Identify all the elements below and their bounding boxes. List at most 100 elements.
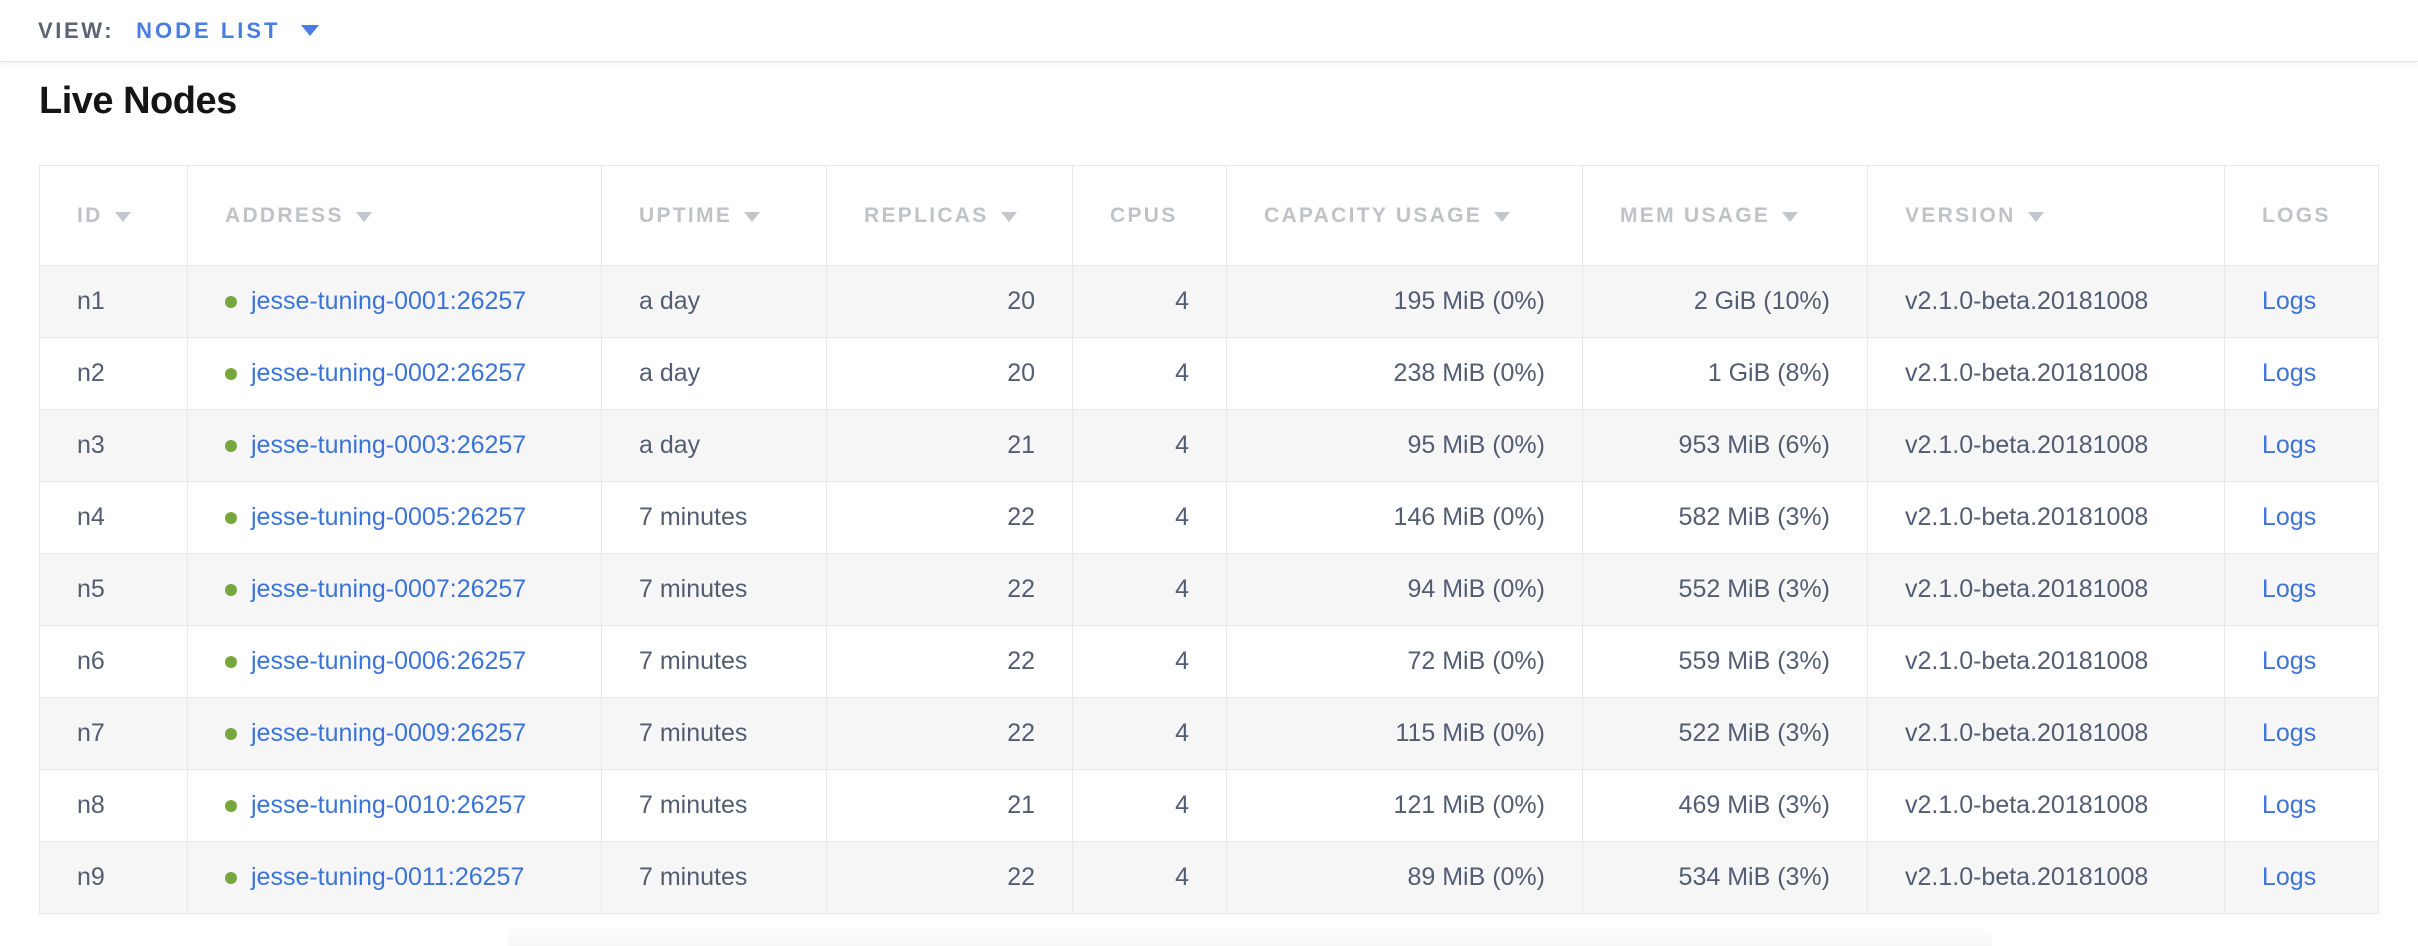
cell-version: v2.1.0-beta.20181008 <box>1867 553 2225 626</box>
cell-version: v2.1.0-beta.20181008 <box>1867 481 2225 554</box>
cell-cpus: 4 <box>1072 697 1227 770</box>
view-selected-value: NODE LIST <box>136 17 281 43</box>
cell-capacity-usage: 146 MiB (0%) <box>1226 481 1583 554</box>
cell-address: jesse-tuning-0002:26257 <box>187 337 602 410</box>
chevron-down-icon <box>300 25 319 36</box>
column-header-capacity[interactable]: CAPACITY USAGE <box>1226 165 1583 266</box>
node-address-link[interactable]: jesse-tuning-0009:26257 <box>251 719 527 747</box>
cell-version: v2.1.0-beta.20181008 <box>1867 769 2225 842</box>
cell-mem-usage: 552 MiB (3%) <box>1582 553 1868 626</box>
table-row: n4 jesse-tuning-0005:26257 7 minutes 22 … <box>39 481 2379 554</box>
table-row: n9 jesse-tuning-0011:26257 7 minutes 22 … <box>39 841 2379 914</box>
node-address-link[interactable]: jesse-tuning-0011:26257 <box>251 863 525 891</box>
cell-address: jesse-tuning-0005:26257 <box>187 481 602 554</box>
logs-link[interactable]: Logs <box>2262 503 2317 531</box>
node-address-link[interactable]: jesse-tuning-0002:26257 <box>251 359 527 387</box>
logs-link[interactable]: Logs <box>2262 287 2317 315</box>
cell-address: jesse-tuning-0011:26257 <box>187 841 602 914</box>
node-live-status-icon <box>225 728 237 740</box>
cell-version: v2.1.0-beta.20181008 <box>1867 409 2225 482</box>
cell-mem-usage: 582 MiB (3%) <box>1582 481 1868 554</box>
node-address-link[interactable]: jesse-tuning-0005:26257 <box>251 503 527 531</box>
column-header-replicas[interactable]: REPLICAS <box>826 165 1073 266</box>
logs-link[interactable]: Logs <box>2262 575 2317 603</box>
sort-arrow-icon <box>1494 211 1511 222</box>
node-address-link[interactable]: jesse-tuning-0003:26257 <box>251 431 527 459</box>
cell-node-id: n6 <box>39 625 188 698</box>
cell-mem-usage: 534 MiB (3%) <box>1582 841 1868 914</box>
cell-version: v2.1.0-beta.20181008 <box>1867 841 2225 914</box>
column-header-version[interactable]: VERSION <box>1867 165 2225 266</box>
sort-arrow-icon <box>2027 211 2044 222</box>
column-header-id[interactable]: ID <box>39 165 188 266</box>
node-address-link[interactable]: jesse-tuning-0007:26257 <box>251 575 527 603</box>
cell-cpus: 4 <box>1072 265 1227 338</box>
node-address-link[interactable]: jesse-tuning-0006:26257 <box>251 647 527 675</box>
cell-logs: Logs <box>2224 409 2379 482</box>
logs-link[interactable]: Logs <box>2262 431 2317 459</box>
cell-capacity-usage: 95 MiB (0%) <box>1226 409 1583 482</box>
cell-cpus: 4 <box>1072 841 1227 914</box>
cell-mem-usage: 1 GiB (8%) <box>1582 337 1868 410</box>
cell-mem-usage: 953 MiB (6%) <box>1582 409 1868 482</box>
cell-replicas: 22 <box>826 625 1073 698</box>
cell-cpus: 4 <box>1072 625 1227 698</box>
cell-logs: Logs <box>2224 265 2379 338</box>
cell-node-id: n4 <box>39 481 188 554</box>
sort-arrow-icon <box>1782 211 1799 222</box>
cell-logs: Logs <box>2224 553 2379 626</box>
cell-cpus: 4 <box>1072 481 1227 554</box>
column-header-address[interactable]: ADDRESS <box>187 165 602 266</box>
node-live-status-icon <box>225 872 237 884</box>
table-row: n3 jesse-tuning-0003:26257 a day 21 4 95… <box>39 409 2379 482</box>
logs-link[interactable]: Logs <box>2262 719 2317 747</box>
table-row: n7 jesse-tuning-0009:26257 7 minutes 22 … <box>39 697 2379 770</box>
cell-logs: Logs <box>2224 841 2379 914</box>
cell-capacity-usage: 72 MiB (0%) <box>1226 625 1583 698</box>
column-header-mem[interactable]: MEM USAGE <box>1582 165 1868 266</box>
cell-replicas: 20 <box>826 265 1073 338</box>
logs-link[interactable]: Logs <box>2262 359 2317 387</box>
sort-arrow-icon <box>355 211 372 222</box>
logs-link[interactable]: Logs <box>2262 647 2317 675</box>
cell-address: jesse-tuning-0007:26257 <box>187 553 602 626</box>
cell-mem-usage: 522 MiB (3%) <box>1582 697 1868 770</box>
cell-uptime: 7 minutes <box>601 697 827 770</box>
table-row: n8 jesse-tuning-0010:26257 7 minutes 21 … <box>39 769 2379 842</box>
table-row: n6 jesse-tuning-0006:26257 7 minutes 22 … <box>39 625 2379 698</box>
cell-logs: Logs <box>2224 769 2379 842</box>
column-header-uptime[interactable]: UPTIME <box>601 165 827 266</box>
cell-capacity-usage: 115 MiB (0%) <box>1226 697 1583 770</box>
cell-replicas: 22 <box>826 481 1073 554</box>
cell-replicas: 22 <box>826 841 1073 914</box>
cell-cpus: 4 <box>1072 553 1227 626</box>
node-live-status-icon <box>225 656 237 668</box>
node-live-status-icon <box>225 512 237 524</box>
cell-mem-usage: 2 GiB (10%) <box>1582 265 1868 338</box>
cell-node-id: n5 <box>39 553 188 626</box>
cell-node-id: n8 <box>39 769 188 842</box>
logs-link[interactable]: Logs <box>2262 863 2317 891</box>
cell-replicas: 20 <box>826 337 1073 410</box>
logs-link[interactable]: Logs <box>2262 791 2317 819</box>
view-label: VIEW: <box>38 17 115 43</box>
cell-address: jesse-tuning-0010:26257 <box>187 769 602 842</box>
cell-logs: Logs <box>2224 625 2379 698</box>
cell-replicas: 22 <box>826 553 1073 626</box>
view-bar: VIEW: NODE LIST <box>0 0 2418 62</box>
cell-address: jesse-tuning-0003:26257 <box>187 409 602 482</box>
node-address-link[interactable]: jesse-tuning-0001:26257 <box>251 287 527 315</box>
node-live-status-icon <box>225 296 237 308</box>
cell-uptime: a day <box>601 409 827 482</box>
table-row: n5 jesse-tuning-0007:26257 7 minutes 22 … <box>39 553 2379 626</box>
cell-uptime: 7 minutes <box>601 769 827 842</box>
cell-replicas: 21 <box>826 409 1073 482</box>
cell-logs: Logs <box>2224 337 2379 410</box>
page-title: Live Nodes <box>39 80 237 122</box>
view-selector-dropdown[interactable]: NODE LIST <box>136 17 319 44</box>
cell-cpus: 4 <box>1072 409 1227 482</box>
node-address-link[interactable]: jesse-tuning-0010:26257 <box>251 791 527 819</box>
column-header-logs: LOGS <box>2224 165 2379 266</box>
cell-version: v2.1.0-beta.20181008 <box>1867 337 2225 410</box>
live-nodes-table: ID ADDRESS UPTIME REPLICAS CPUS CAPACITY… <box>39 165 2379 914</box>
